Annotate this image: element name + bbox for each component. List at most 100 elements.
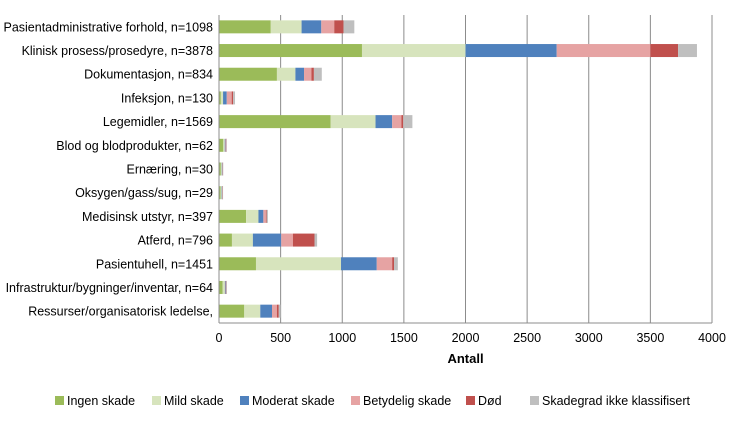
x-tick-label: 2500 (513, 331, 541, 345)
bar-segment (219, 115, 331, 129)
bar-segment (650, 44, 679, 58)
bar-segment (231, 233, 253, 247)
bar-segment (276, 304, 279, 318)
bar-segment (263, 209, 266, 223)
bar-segment (225, 280, 227, 294)
x-tick-label: 2000 (452, 331, 480, 345)
category-label: Blod og blodprodukter, n=62 (56, 139, 213, 153)
bar-segment (361, 44, 466, 58)
x-tick-label: 4000 (698, 331, 726, 345)
bar-segment (401, 115, 404, 129)
legend-label: Ingen skade (67, 394, 135, 408)
bar-segment (219, 186, 221, 200)
bar-segment (252, 233, 282, 247)
bar-segment (219, 280, 223, 294)
legend-swatch (55, 396, 64, 405)
bar-segment (224, 138, 226, 152)
legend-label: Betydelig skade (363, 394, 451, 408)
bar-segment (221, 162, 223, 176)
bar-segment (465, 44, 557, 58)
bar-segment (255, 257, 342, 271)
category-labels: Pasientadministrative forhold, n=1098 Kli… (3, 20, 213, 318)
category-label: Legemidler, n=1569 (103, 115, 213, 129)
bar-segment (295, 67, 305, 81)
bar-segment (392, 115, 402, 129)
legend-swatch (351, 396, 360, 405)
bar-segment (219, 162, 221, 176)
bar-segment (225, 138, 227, 152)
legend-swatch (530, 396, 539, 405)
bar-segment (265, 209, 267, 223)
x-tick-labels: 0 500 1000 1500 2000 2500 3000 3500 4000 (216, 331, 726, 345)
bar-segment (278, 304, 281, 318)
x-tick-label: 1000 (328, 331, 356, 345)
bar-segment (224, 280, 226, 294)
bar-segment (334, 20, 344, 34)
bar-segment (330, 115, 376, 129)
x-tick-label: 0 (216, 331, 223, 345)
bar-segment (392, 257, 395, 271)
bar-segment (233, 91, 236, 105)
grid-lines (280, 15, 713, 323)
bar-segment (281, 233, 293, 247)
bar-segment (403, 115, 413, 129)
bar-segment (375, 115, 393, 129)
bar-segment (246, 209, 259, 223)
bar-segment (258, 209, 264, 223)
bar-segment (266, 209, 268, 223)
bar-segment (226, 280, 227, 294)
bar-segment (271, 304, 277, 318)
bar-segment (220, 162, 222, 176)
bar-segment (221, 186, 223, 200)
bar-segment (222, 280, 225, 294)
bar-segment (219, 91, 221, 105)
bar-segment (222, 162, 224, 176)
bar-segment (219, 257, 256, 271)
bar-segment (292, 233, 315, 247)
bar-segment (220, 91, 224, 105)
bar-segment (678, 44, 697, 58)
bar-segment (394, 257, 398, 271)
category-label: Ressurser/organisatorisk ledelse, (28, 305, 213, 319)
bar-segment (219, 20, 271, 34)
legend-label: Død (478, 394, 502, 408)
bar-segment (223, 91, 227, 105)
bar-segment (313, 67, 322, 81)
legend-swatch (466, 396, 475, 405)
bar-segment (343, 20, 355, 34)
legend: Ingen skade Mild skade Moderat skade Betyde… (55, 394, 691, 408)
bar-segment (231, 91, 234, 105)
bar-segment (276, 67, 296, 81)
x-tick-label: 1500 (390, 331, 418, 345)
category-label: Pasientuhell, n=1451 (96, 257, 213, 271)
bar-segment (219, 304, 245, 318)
x-axis-title: Antall (447, 351, 483, 366)
bar-segment (314, 233, 318, 247)
bar-segment (222, 186, 224, 200)
bar-segment (270, 20, 302, 34)
bar-segment (219, 209, 247, 223)
bar-segment (304, 67, 312, 81)
bar-segment (223, 138, 225, 152)
legend-label: Skadegrad ikke klassifisert (542, 394, 691, 408)
category-label: Atferd, n=796 (138, 234, 213, 248)
bar-segment (301, 20, 322, 34)
x-tick-label: 3500 (636, 331, 664, 345)
bar-segment (260, 304, 272, 318)
category-label: Medisinsk utstyr, n=397 (82, 210, 213, 224)
bar-segment (321, 20, 335, 34)
category-label: Infeksjon, n=130 (121, 91, 213, 105)
bar-segment (220, 186, 222, 200)
bar-segment (219, 67, 277, 81)
bar-segment (219, 138, 224, 152)
bar-segment (219, 233, 232, 247)
bar-segment (219, 44, 362, 58)
bar-segment (311, 67, 314, 81)
bar-segment (226, 91, 232, 105)
bar-segment (341, 257, 377, 271)
bars (219, 20, 697, 318)
legend-swatch (152, 396, 161, 405)
category-label: Oksygen/gass/sug, n=29 (75, 186, 213, 200)
